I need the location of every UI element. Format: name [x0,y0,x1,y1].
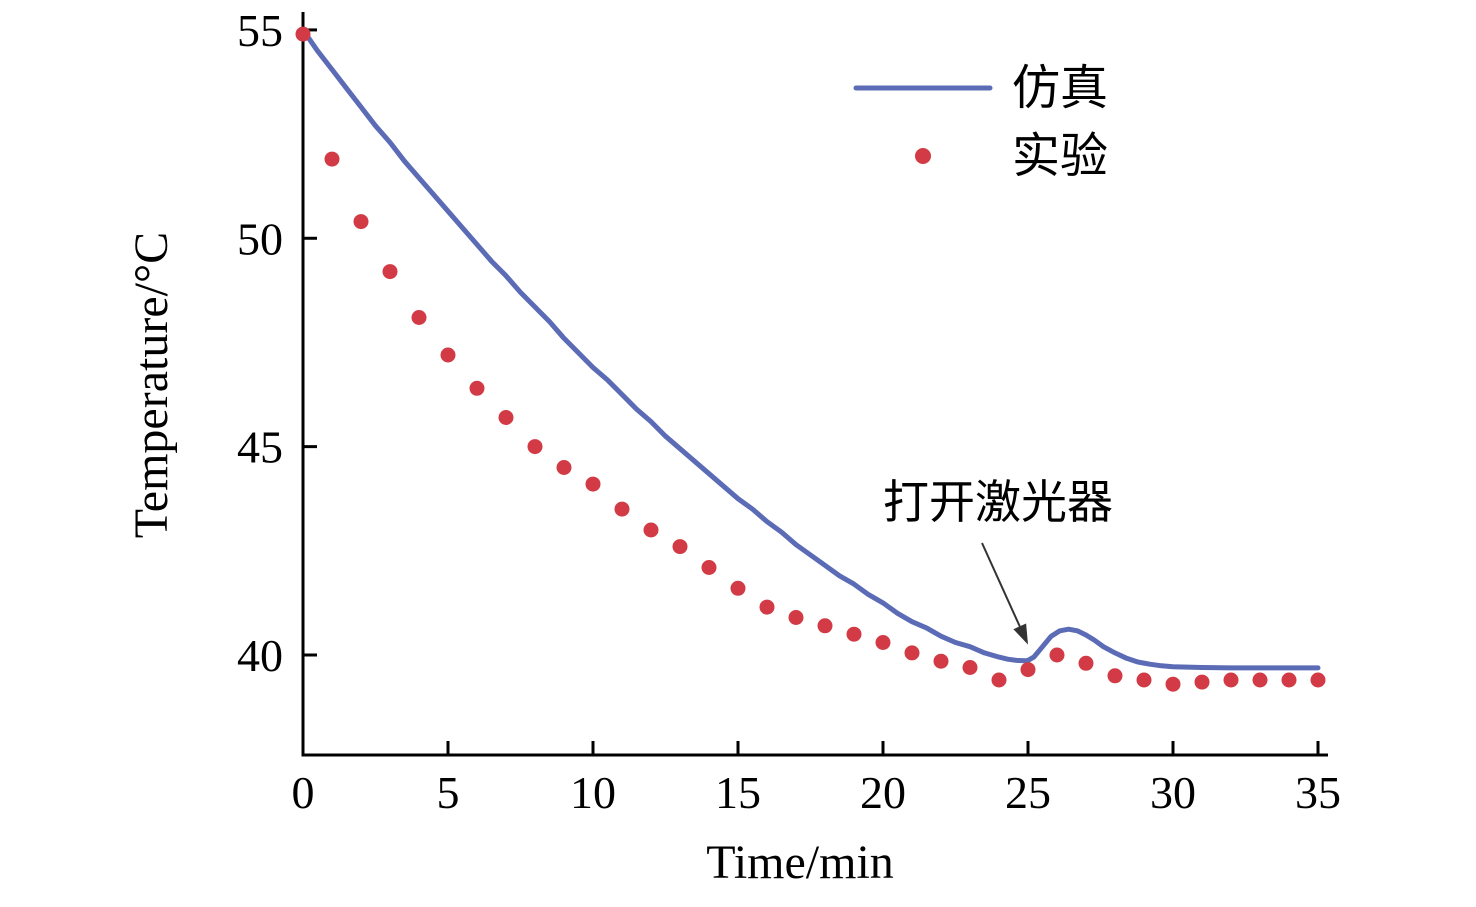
experiment-point [904,645,920,661]
y-axis-label: Temperature/°C [125,232,178,538]
x-tick-label: 35 [1295,767,1341,818]
x-axis-label: Time/min [706,836,894,889]
experiment-point [1252,672,1268,688]
experiment-point [1165,676,1181,692]
y-tick-label: 50 [237,213,283,264]
experiment-point [788,610,804,625]
x-tick-label: 5 [437,767,460,818]
axes: 0 5 10 15 20 25 30 35 40 45 50 55 [237,5,1341,818]
experiment-point [1310,672,1326,688]
legend-label-experiment: 实验 [1012,130,1108,183]
experiment-point [933,653,949,669]
experiment-point [643,522,659,538]
experiment-point [324,151,340,167]
experiment-point [1281,672,1297,688]
annotation-arrow-line [981,542,1021,627]
experiment-point [846,626,862,642]
experiment-point [875,635,891,650]
y-tick-label: 55 [237,5,283,56]
experiment-point [527,439,543,455]
experiment-point [730,580,746,596]
experiment-point [411,310,427,325]
x-tick-label: 30 [1150,767,1196,818]
x-tick-label: 25 [1005,767,1051,818]
experiment-point [1223,672,1239,688]
experiment-point [1049,647,1065,663]
legend-markers [853,85,993,164]
simulation-line [300,27,1321,671]
experiment-point [817,618,833,634]
experiment-point [295,26,311,42]
experiment-point [382,264,398,280]
annotation-arrow [981,542,1028,645]
x-tick-label: 0 [292,767,315,818]
experiment-point [701,560,717,575]
experiment-point [759,599,775,615]
experiment-point [962,660,978,675]
legend-dot-sample [915,148,931,164]
data-series [295,26,1326,692]
legend-label-simulation: 仿真 [1012,62,1108,115]
experiment-point [469,380,485,396]
annotation-arrow-head [1013,623,1028,645]
y-tick-label: 40 [237,630,283,681]
x-tick-label: 20 [860,767,906,818]
experiment-point [498,410,514,425]
experiment-point [614,501,630,517]
experiment-point [672,539,688,555]
x-tick-label: 10 [570,767,616,818]
experiment-point [585,476,601,492]
annotation-label: 打开激光器 [883,477,1113,528]
experiment-point [440,347,456,363]
experiment-point [1194,674,1210,690]
y-tick-label: 45 [237,422,283,473]
experiment-point [556,460,572,475]
experiment-point [991,672,1007,688]
x-tick-label: 15 [715,767,761,818]
experiment-point [1107,668,1123,684]
experiment-point [1078,655,1094,671]
experiment-point [1020,662,1036,678]
experiment-point [1136,672,1152,688]
experiment-point [353,214,369,230]
